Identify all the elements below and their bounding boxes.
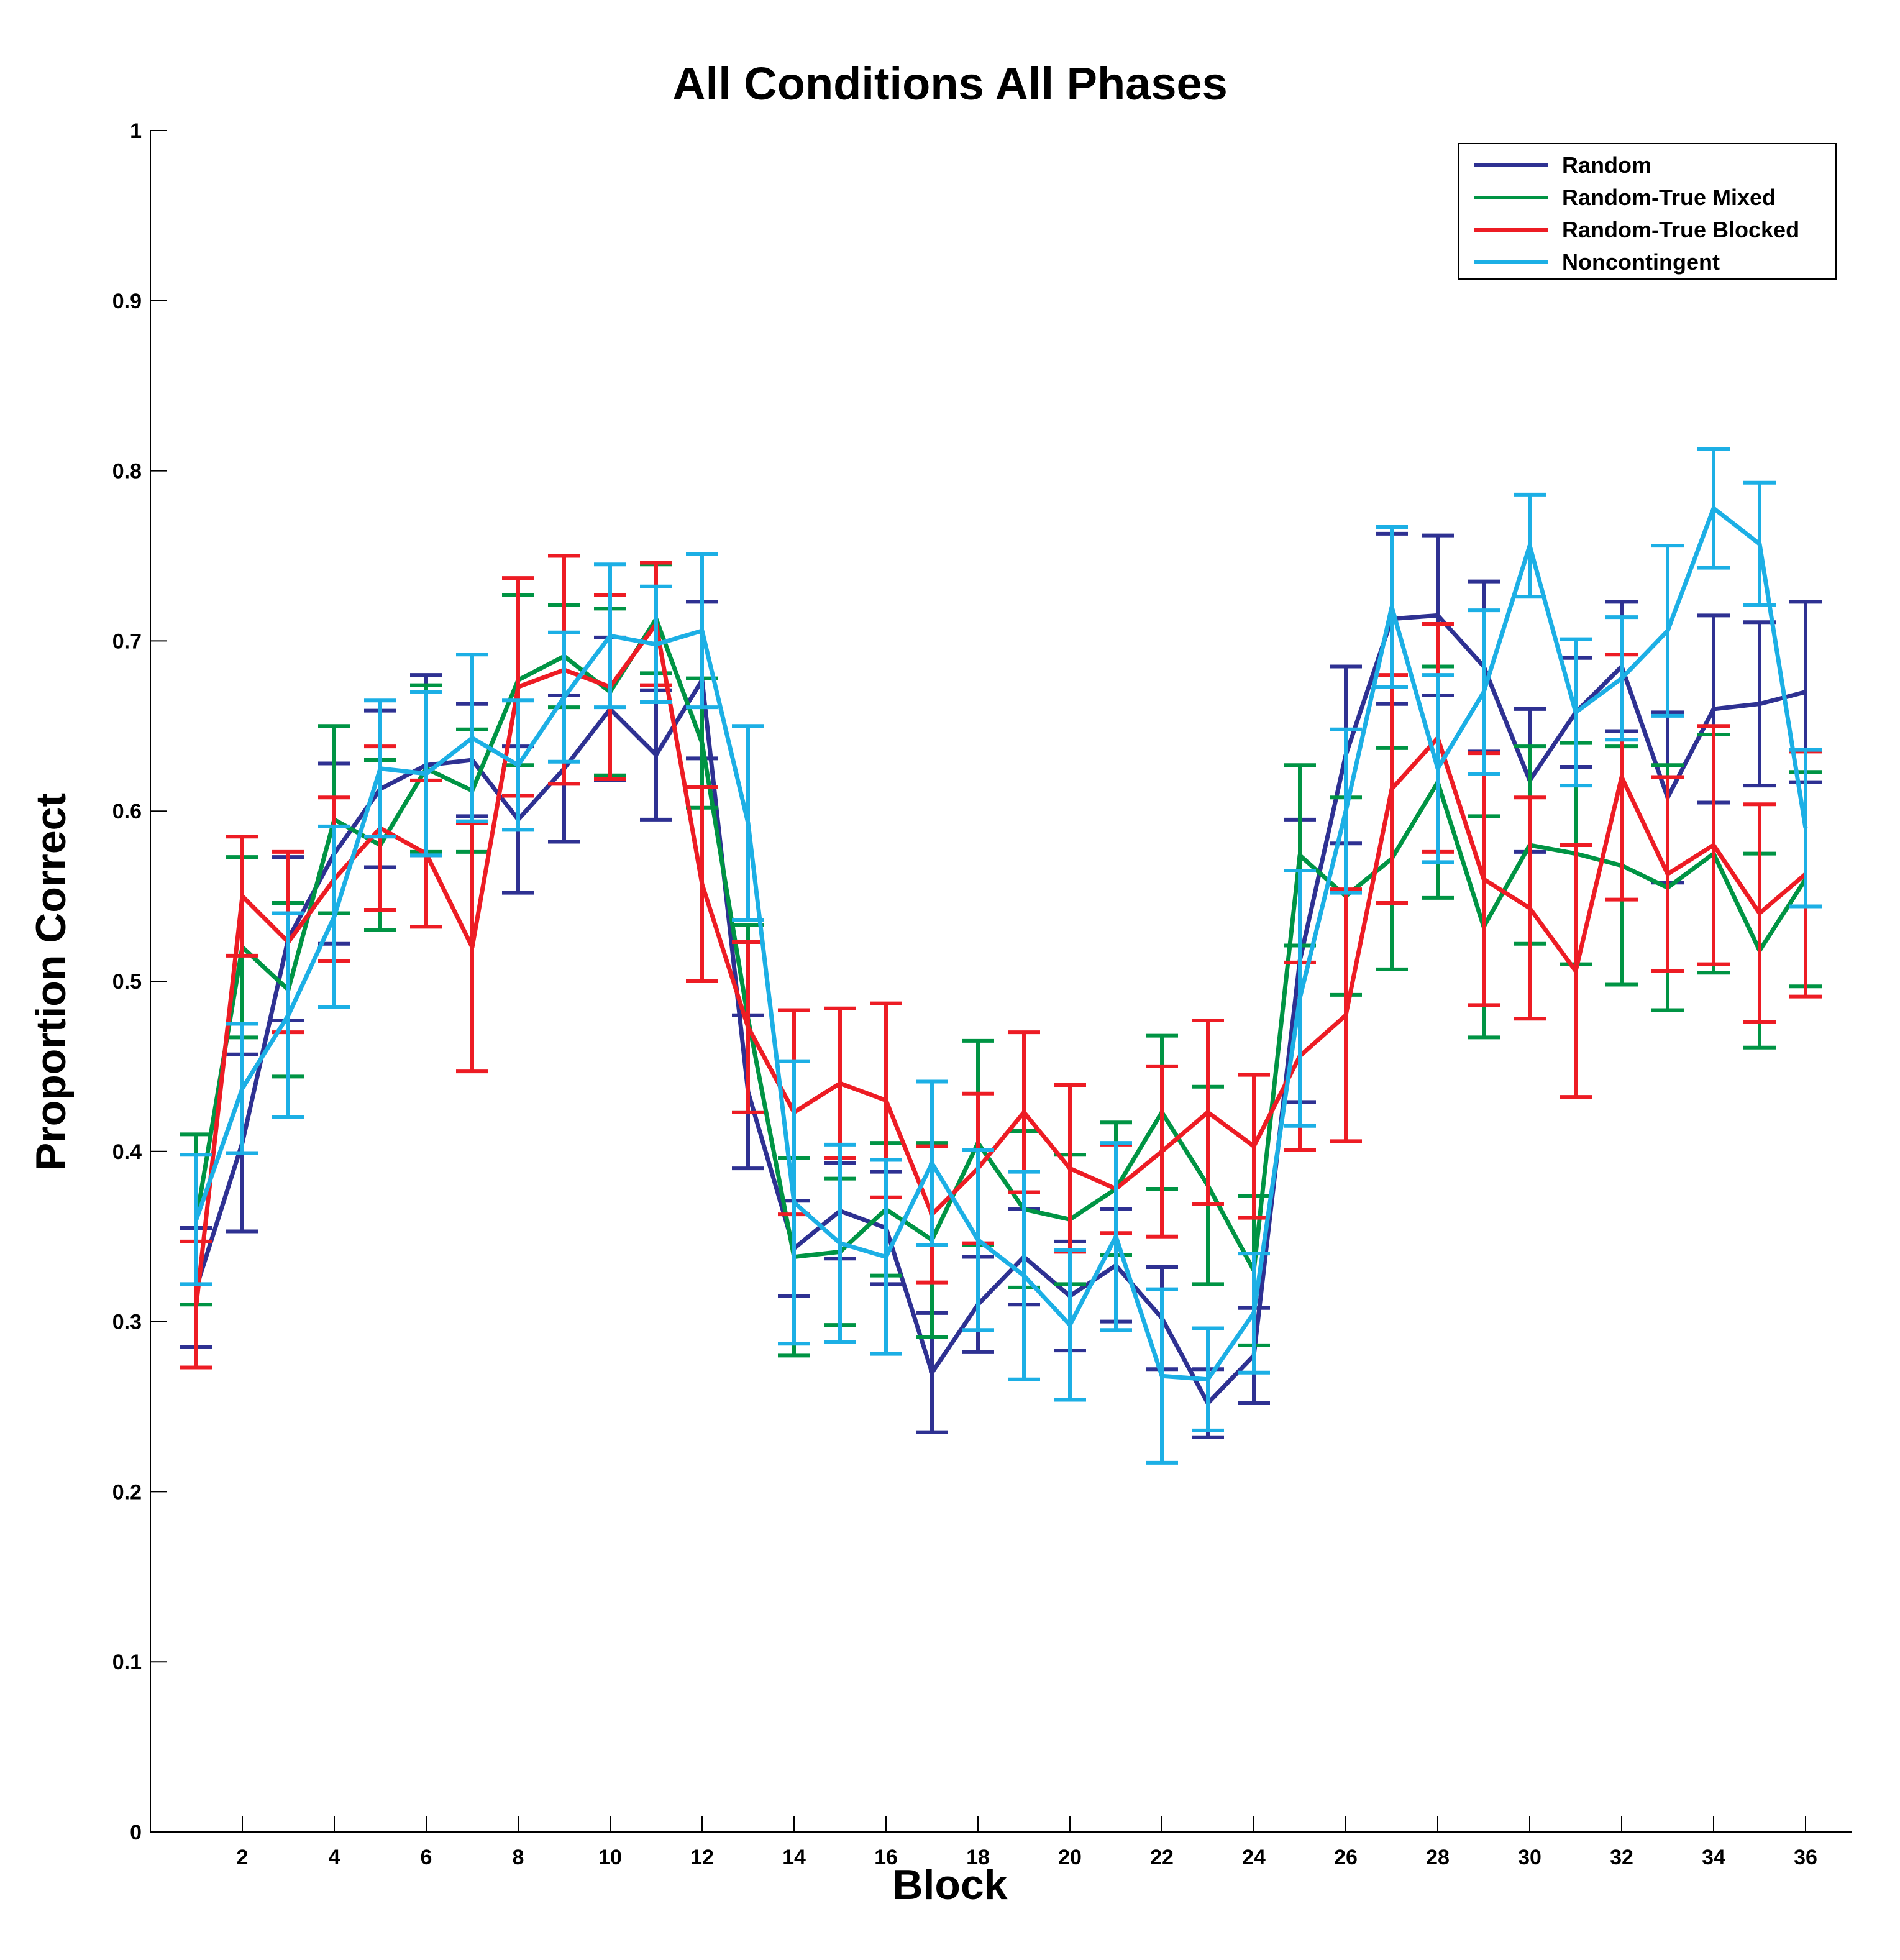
- x-tick-label: 2: [237, 1846, 249, 1869]
- ticks: 00.10.20.30.40.50.60.70.80.912 4 6 8 10 12 14 1…: [112, 119, 1817, 1869]
- x-tick-label: 28: [1426, 1846, 1450, 1869]
- chart-title: All Conditions All Phases: [672, 58, 1228, 109]
- series: [180, 447, 1822, 1465]
- x-tick-label: 10: [598, 1846, 622, 1869]
- x-tick-label: 18: [966, 1846, 990, 1869]
- x-tick-label: 24: [1242, 1846, 1266, 1869]
- y-tick-label: 0.8: [112, 460, 142, 483]
- x-tick-label: 6: [421, 1846, 432, 1869]
- legend-item: Noncontingent: [1459, 246, 1720, 278]
- y-tick-label: 0.6: [112, 800, 142, 823]
- legend-label: Random-True Blocked: [1562, 217, 1800, 242]
- y-tick-label: 0.3: [112, 1311, 142, 1334]
- y-tick-label: 0.1: [112, 1651, 142, 1674]
- y-tick-label: 0.4: [112, 1140, 142, 1164]
- y-tick-label: 0.2: [112, 1480, 142, 1504]
- y-tick-label: 0: [130, 1821, 142, 1844]
- legend-swatch: [1474, 228, 1548, 232]
- y-axis-label-text: Proportion Correct: [27, 792, 75, 1171]
- legend-label: Random: [1562, 152, 1651, 178]
- x-axis-label: Block: [892, 1861, 1008, 1908]
- legend-label: Random-True Mixed: [1562, 185, 1776, 210]
- legend-swatch: [1474, 260, 1548, 264]
- x-tick-label: 4: [329, 1846, 340, 1869]
- axes: [150, 131, 1852, 1833]
- x-tick-label: 12: [690, 1846, 714, 1869]
- y-tick-label: 1: [130, 119, 142, 143]
- legend-item: Random: [1459, 149, 1651, 181]
- y-tick-label: 0.7: [112, 630, 142, 653]
- x-tick-label: 22: [1150, 1846, 1174, 1869]
- series-group: [180, 447, 1822, 1465]
- x-tick-label: 8: [513, 1846, 524, 1869]
- legend-item: Random-True Mixed: [1459, 181, 1776, 214]
- series-line: [194, 621, 1807, 1305]
- x-tick-label: 14: [782, 1846, 806, 1869]
- y-tick-label: 0.5: [112, 970, 142, 994]
- y-tick-label: 0.9: [112, 290, 142, 313]
- x-tick-label: 36: [1794, 1846, 1817, 1869]
- series-line: [194, 506, 1808, 1382]
- x-tick-label: 16: [874, 1846, 898, 1869]
- series-line: [194, 613, 1806, 1406]
- x-tick-label: 20: [1058, 1846, 1082, 1869]
- x-tick-label: 26: [1334, 1846, 1358, 1869]
- x-tick-label: 34: [1702, 1846, 1725, 1869]
- legend-swatch: [1474, 196, 1548, 199]
- legend-item: Random-True Blocked: [1459, 214, 1799, 246]
- legend-swatch: [1474, 163, 1548, 167]
- x-tick-label: 30: [1518, 1846, 1541, 1869]
- legend-label: Noncontingent: [1562, 249, 1720, 275]
- series-line: [194, 616, 1807, 1273]
- legend: Random Random-True Mixed Random-True Block…: [1458, 143, 1837, 280]
- x-tick-label: 32: [1610, 1846, 1633, 1869]
